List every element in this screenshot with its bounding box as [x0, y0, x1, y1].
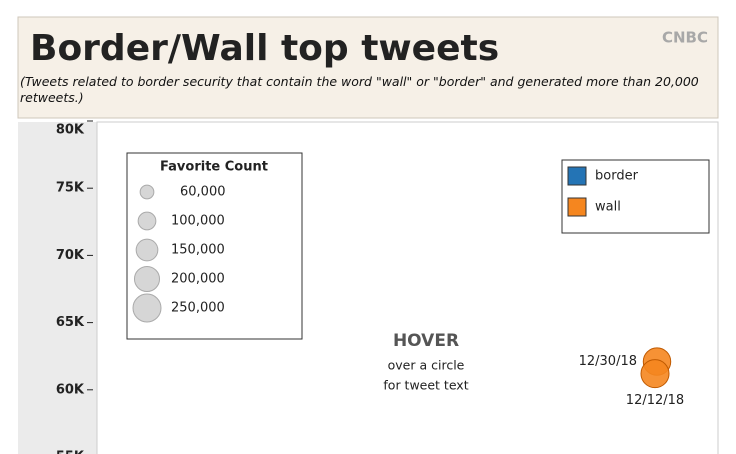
axis-strip: [18, 122, 97, 454]
legend-swatch: [567, 166, 587, 186]
size-legend-label: 200,000: [171, 272, 225, 287]
y-tick-label: 65K: [56, 315, 85, 330]
y-tick-label: 60K: [56, 382, 85, 397]
legend-label: border: [595, 169, 639, 184]
header-box: [17, 16, 719, 119]
chart-subtitle: (Tweets related to border security that …: [20, 74, 699, 105]
size-legend-label: 60,000: [180, 185, 226, 200]
y-tick-label: 70K: [56, 248, 85, 263]
y-tick-label: 75K: [56, 181, 85, 196]
size-legend-circle: [132, 293, 162, 323]
bubble: [640, 359, 670, 389]
size-legend-circle: [139, 184, 155, 200]
legend-swatch: [567, 197, 587, 217]
logo: CNBC: [662, 29, 708, 47]
size-legend-circle: [137, 211, 157, 231]
annotation-line: over a circle: [388, 358, 465, 373]
chart-title: Border/Wall top tweets: [30, 28, 499, 69]
y-tick-label: 55K: [56, 450, 85, 454]
annotation-line: for tweet text: [383, 378, 468, 393]
legend-label: wall: [595, 200, 621, 215]
point-label: 12/30/18: [579, 354, 637, 369]
size-legend-label: 150,000: [171, 243, 225, 258]
annotation-title: HOVER: [393, 331, 459, 351]
size-legend-circle: [135, 238, 159, 262]
y-tick-label: 80K: [56, 123, 85, 138]
size-legend-label: 100,000: [171, 214, 225, 229]
point-label: 12/12/18: [626, 393, 684, 408]
size-legend-circle: [133, 265, 161, 293]
size-legend-title: Favorite Count: [160, 160, 268, 175]
subtitle-box: (Tweets related to border security that …: [20, 74, 699, 105]
size-legend-label: 250,000: [171, 301, 225, 316]
